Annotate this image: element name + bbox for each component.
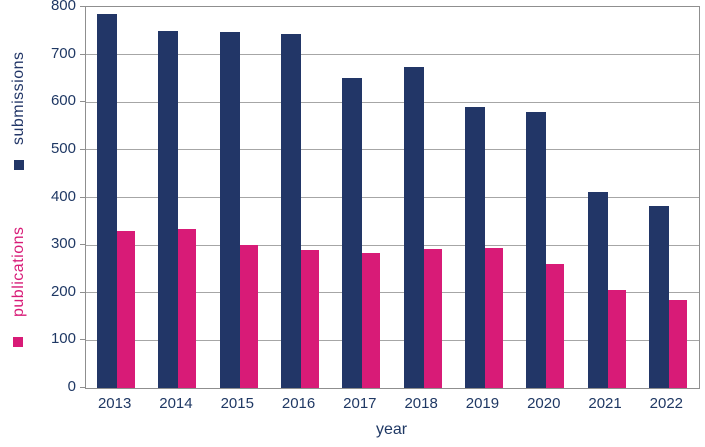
gridline-500	[86, 149, 699, 151]
series-label-publications: publications	[10, 226, 27, 317]
gridline-700	[86, 54, 699, 56]
bar-publications-2016	[301, 249, 320, 388]
legend-swatch-publications	[13, 337, 23, 347]
gridline-600	[86, 101, 699, 103]
x-tick-label-2014: 2014	[159, 395, 193, 412]
y-tick-mark-100	[80, 339, 85, 341]
bar-submissions-2020	[526, 111, 547, 388]
x-axis-title: year	[375, 421, 408, 438]
y-tick-label-400: 400	[50, 187, 76, 205]
gridline-100	[86, 339, 699, 341]
bar-submissions-2019	[464, 107, 485, 388]
legend-swatch-submissions	[14, 160, 24, 170]
bar-submissions-2021	[587, 191, 608, 388]
bar-submissions-2014	[158, 30, 179, 388]
y-tick-label-200: 200	[50, 282, 76, 300]
bar-submissions-2022	[648, 205, 669, 388]
bar-publications-2019	[484, 248, 503, 388]
y-tick-label-700: 700	[50, 44, 76, 62]
gridline-400	[86, 197, 699, 198]
y-tick-label-500: 500	[50, 139, 76, 157]
y-tick-mark-0	[80, 387, 85, 388]
bar-submissions-2017	[342, 78, 363, 388]
bar-publications-2013	[117, 230, 136, 388]
y-tick-label-300: 300	[50, 235, 76, 253]
y-tick-label-0: 0	[67, 378, 76, 395]
y-tick-mark-200	[80, 291, 85, 293]
y-tick-mark-800	[80, 6, 85, 7]
y-tick-mark-700	[80, 53, 85, 55]
bar-publications-2015	[239, 245, 258, 388]
y-tick-mark-600	[80, 101, 85, 103]
x-tick-label-2019: 2019	[465, 395, 500, 412]
bar-submissions-2015	[219, 31, 240, 388]
x-tick-label-2018: 2018	[404, 395, 438, 412]
y-tick-mark-300	[80, 244, 85, 246]
gridline-200	[86, 292, 699, 294]
y-tick-label-800: 800	[50, 0, 76, 14]
bar-publications-2014	[178, 229, 197, 388]
x-tick-label-2013: 2013	[97, 395, 132, 412]
y-tick-mark-400	[80, 196, 85, 198]
series-label-submissions: submissions	[10, 51, 27, 145]
x-tick-label-2021: 2021	[588, 395, 622, 412]
x-tick-label-2022: 2022	[649, 395, 684, 412]
bar-publications-2017	[362, 252, 381, 388]
y-tick-label-600: 600	[50, 92, 76, 110]
x-tick-label-2017: 2017	[343, 395, 377, 412]
y-tick-mark-500	[80, 148, 85, 150]
bar-publications-2021	[607, 289, 626, 388]
bar-submissions-2013	[97, 14, 118, 388]
bar-submissions-2016	[281, 33, 302, 388]
plot-area	[85, 6, 700, 389]
x-tick-label-2020: 2020	[527, 395, 561, 412]
gridline-300	[86, 244, 699, 246]
x-tick-label-2015: 2015	[220, 395, 254, 412]
bar-publications-2022	[668, 299, 687, 388]
bar-publications-2018	[423, 249, 442, 388]
y-tick-label-100: 100	[50, 330, 76, 348]
x-tick-label-2016: 2016	[281, 395, 316, 412]
bar-submissions-2018	[403, 66, 424, 388]
bar-publications-2020	[546, 264, 565, 388]
